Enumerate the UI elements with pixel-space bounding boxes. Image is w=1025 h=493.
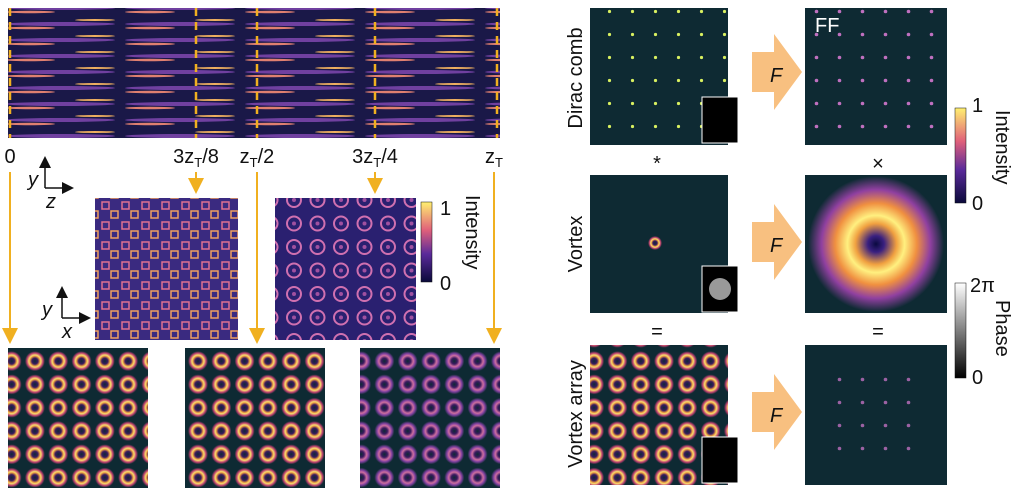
position-label: zT/2 xyxy=(240,146,275,170)
colorbar-label: Intensity xyxy=(461,195,483,269)
axis-label: z xyxy=(45,191,56,213)
colorbar-max: 1 xyxy=(972,95,983,117)
vortex-array-image xyxy=(360,348,500,488)
position-label: zT xyxy=(485,146,503,170)
intensity-image xyxy=(95,198,238,340)
intensity-image xyxy=(275,198,416,340)
colorbar-label: Intensity xyxy=(991,110,1013,184)
inset xyxy=(701,96,739,144)
axis-label: x xyxy=(61,321,73,343)
colorbar-min: 0 xyxy=(972,193,983,215)
axes-icon xyxy=(39,156,91,324)
row-label: Vortex xyxy=(565,216,587,273)
inset-phase xyxy=(709,278,731,300)
dashed-markers xyxy=(8,8,499,138)
ff-label: FF xyxy=(815,15,839,37)
position-label: 3zT/8 xyxy=(173,146,219,170)
operator: × xyxy=(872,153,884,175)
far-field-image xyxy=(805,8,947,145)
far-field-spots xyxy=(830,370,922,462)
colorbar xyxy=(954,282,967,379)
talbot-carpet xyxy=(8,8,500,138)
operator: * xyxy=(653,153,661,175)
donut xyxy=(808,176,944,312)
colorbar-min: 0 xyxy=(440,273,451,295)
axis-label: y xyxy=(40,299,53,321)
colorbar-label: Phase xyxy=(991,300,1013,357)
position-label: 0 xyxy=(4,146,15,168)
colorbar xyxy=(420,201,433,283)
position-label: 3zT/4 xyxy=(352,146,398,170)
colorbar-max: 1 xyxy=(440,198,451,220)
vortex-array-image xyxy=(8,348,148,488)
arrows xyxy=(2,172,502,344)
operator: = xyxy=(872,321,884,343)
fourier-symbol: F xyxy=(770,405,784,427)
colorbar-min: 0 xyxy=(972,367,983,389)
fourier-symbol: F xyxy=(770,65,784,87)
fourier-arrows xyxy=(752,34,802,450)
axis-label: y xyxy=(26,169,39,191)
inset xyxy=(701,436,739,484)
row-label: Vortex array xyxy=(565,360,587,468)
row-label: Dirac comb xyxy=(565,27,587,128)
fourier-symbol: F xyxy=(770,235,784,257)
vortex-array-image xyxy=(185,348,325,488)
operator: = xyxy=(651,321,663,343)
vortex xyxy=(648,236,662,250)
colorbar-max: 2π xyxy=(970,275,995,297)
colorbar xyxy=(954,107,967,204)
